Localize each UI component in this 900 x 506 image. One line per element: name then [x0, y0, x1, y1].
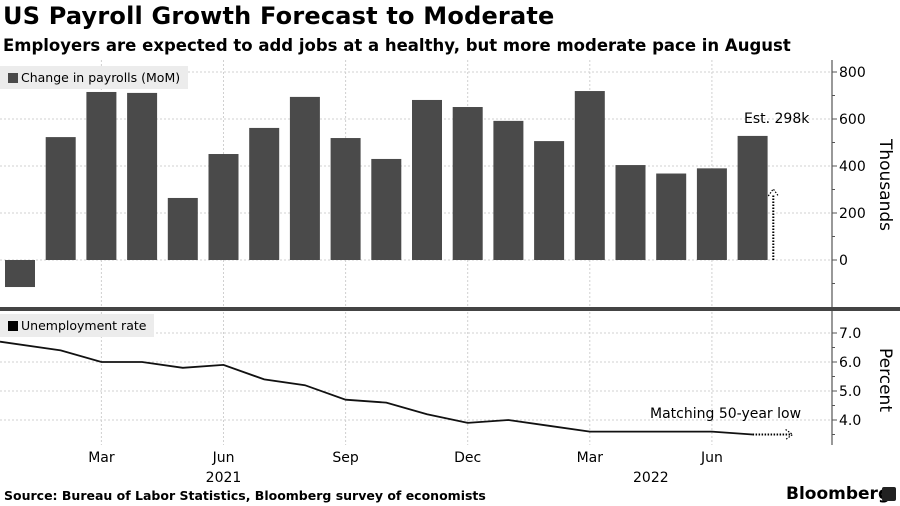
payroll-bar [330, 138, 361, 260]
y-tick-label-payroll: 0 [839, 253, 848, 269]
low-annotation: Matching 50-year low [650, 406, 802, 422]
x-year-label: 2022 [633, 470, 669, 486]
payrolls-legend: Change in payrolls (MoM) [0, 66, 189, 89]
x-tick-label: Jun [700, 450, 723, 466]
y-axis-title-unemployment: Percent [875, 348, 895, 412]
forecast-arrow-head [767, 187, 779, 197]
y-tick-label-unemployment: 6.0 [839, 355, 861, 371]
x-tick-label: Sep [332, 450, 359, 466]
x-tick-label: Mar [577, 450, 604, 466]
payroll-bar [249, 127, 280, 261]
source-note: Source: Bureau of Labor Statistics, Bloo… [4, 488, 486, 503]
payroll-bar [412, 99, 442, 260]
payroll-bar [656, 173, 687, 260]
y-tick-label-payroll: 400 [839, 159, 866, 175]
payroll-bar [615, 165, 646, 260]
y-tick-label-unemployment: 7.0 [839, 326, 861, 342]
payroll-bar [127, 92, 158, 260]
payroll-bar [696, 168, 727, 260]
payroll-bar [493, 120, 524, 260]
y-tick-label-payroll: 800 [839, 65, 866, 81]
payroll-bar [86, 91, 117, 260]
payroll-bar [737, 135, 768, 260]
unemployment-legend: Unemployment rate [0, 314, 155, 337]
bloomberg-icon [882, 487, 896, 501]
legend-swatch-payrolls [8, 73, 18, 83]
panel-divider [0, 307, 900, 311]
chart-subtitle: Employers are expected to add jobs at a … [3, 36, 791, 55]
legend-label-payrolls: Change in payrolls (MoM) [21, 70, 181, 85]
payroll-bar [289, 96, 320, 260]
y-tick-label-unemployment: 4.0 [839, 413, 861, 429]
payroll-bar [5, 260, 35, 288]
payroll-bar [167, 197, 198, 260]
payroll-bar [208, 154, 239, 260]
chart-title: US Payroll Growth Forecast to Moderate [3, 2, 555, 30]
x-tick-label: Dec [454, 450, 481, 466]
payroll-bar [574, 91, 605, 260]
x-tick-label: Jun [212, 450, 235, 466]
payroll-bar [45, 137, 76, 260]
bloomberg-logo: Bloomberg [786, 484, 891, 504]
forecast-label: Est. 298k [744, 111, 810, 127]
y-axis-title-payroll: Thousands [875, 138, 895, 231]
unemployment-line [0, 340, 753, 436]
legend-swatch-unemployment [8, 321, 18, 331]
payroll-bar [534, 141, 565, 260]
payroll-bar [371, 158, 402, 260]
x-year-label: 2021 [206, 470, 242, 486]
y-tick-label-unemployment: 5.0 [839, 384, 861, 400]
x-tick-label: Mar [88, 450, 115, 466]
payroll-bar [452, 107, 483, 260]
legend-label-unemployment: Unemployment rate [21, 318, 147, 333]
y-tick-label-payroll: 200 [839, 206, 866, 222]
y-tick-label-payroll: 600 [839, 112, 866, 128]
